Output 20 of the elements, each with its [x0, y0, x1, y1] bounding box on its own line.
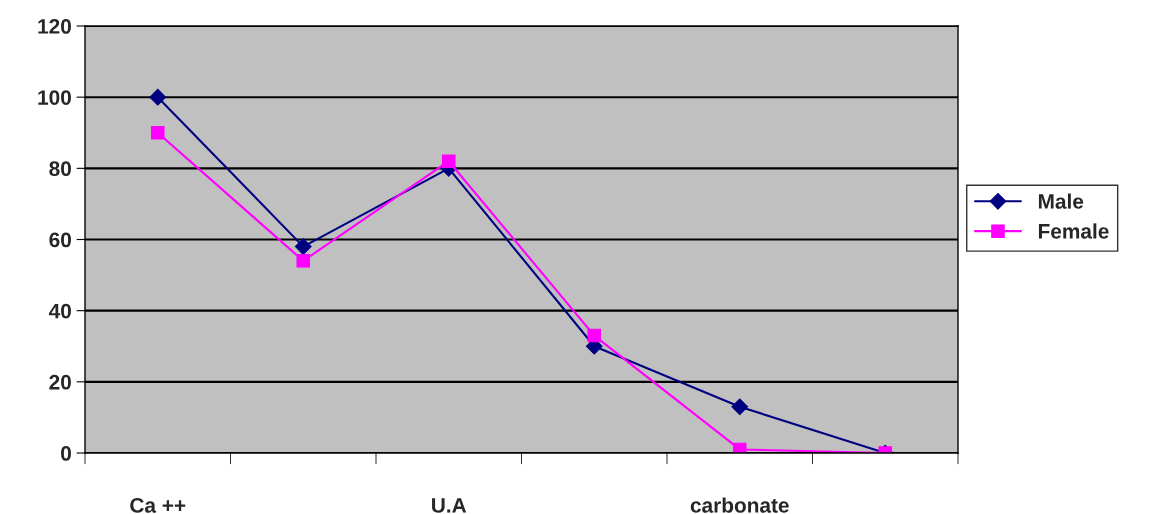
y-tick-label: 80 — [49, 161, 71, 177]
legend-label: Female — [1038, 223, 1109, 239]
point — [441, 154, 456, 168]
y-tick-label: 0 — [61, 446, 71, 461]
point — [149, 88, 167, 106]
y-tick-label: 120 — [38, 19, 71, 34]
point — [732, 442, 747, 453]
point — [296, 254, 311, 268]
point — [294, 238, 312, 255]
y-tick-label: 40 — [48, 303, 71, 319]
point — [150, 125, 165, 140]
x-tick-label: Ca ++ — [130, 497, 186, 513]
y-tick-label: 100 — [38, 90, 71, 105]
y-tick-label: 20 — [49, 374, 71, 390]
legend-label: Male — [1038, 193, 1084, 209]
x-tick-label: U.A — [432, 498, 467, 513]
point — [587, 328, 602, 343]
point — [731, 398, 749, 416]
y-tick-label: 60 — [49, 232, 71, 248]
x-tick-label: carbonate — [690, 497, 789, 513]
